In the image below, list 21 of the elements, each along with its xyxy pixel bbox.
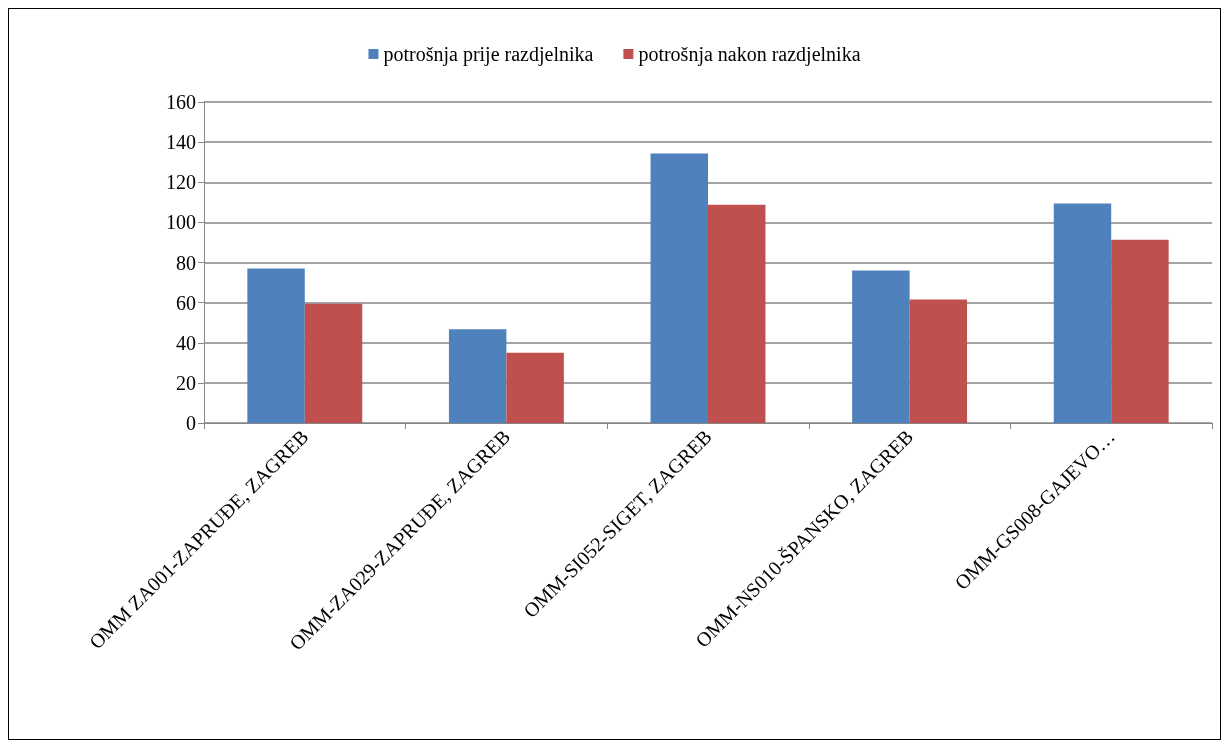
bar bbox=[650, 153, 708, 423]
y-tick-label: 0 bbox=[186, 412, 196, 434]
bar bbox=[1053, 203, 1112, 423]
legend-label: potrošnja nakon razdjelnika bbox=[638, 43, 861, 66]
bar bbox=[448, 329, 507, 423]
legend-label: potrošnja prije razdjelnika bbox=[383, 43, 594, 66]
bar bbox=[304, 303, 363, 423]
y-tick-label: 60 bbox=[176, 291, 196, 314]
y-tick-label: 80 bbox=[176, 251, 196, 274]
y-tick-label: 20 bbox=[176, 371, 196, 394]
bar bbox=[708, 204, 766, 423]
bar bbox=[1111, 239, 1169, 423]
y-tick-label: 140 bbox=[166, 131, 196, 154]
y-tick-label: 100 bbox=[166, 211, 196, 234]
y-tick-label: 40 bbox=[176, 331, 196, 354]
y-tick-label: 120 bbox=[166, 171, 196, 194]
bar bbox=[909, 299, 968, 423]
bar bbox=[247, 268, 305, 423]
bar bbox=[506, 352, 564, 423]
y-tick-label: 160 bbox=[166, 91, 196, 113]
bar bbox=[852, 270, 910, 423]
